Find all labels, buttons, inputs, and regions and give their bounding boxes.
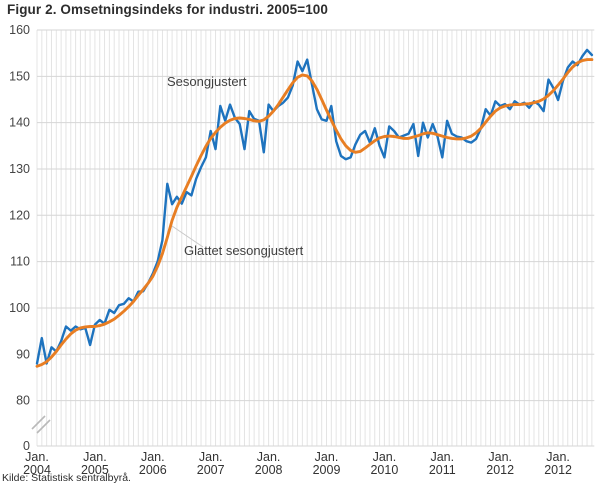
y-axis-tick-label: 90 — [16, 347, 30, 361]
x-axis-tick-label-year: 2012 — [486, 463, 514, 477]
series-line-glattet-sesongjustert — [35, 58, 594, 368]
y-axis-tick-label: 110 — [10, 255, 30, 269]
x-axis-tick-label-month: Jan. — [430, 450, 454, 464]
annotation-glattet-sesongjustert: Glattet sesongjustert — [184, 243, 304, 258]
x-axis-tick-label-year: 2005 — [81, 463, 109, 477]
x-axis-tick-label-month: Jan. — [546, 450, 570, 464]
x-axis-tick-label-month: Jan. — [488, 450, 512, 464]
chart-title: Figur 2. Omsetningsindeks for industri. … — [7, 2, 329, 17]
x-axis-tick-label-month: Jan. — [315, 450, 339, 464]
y-axis-tick-label: 80 — [16, 394, 30, 408]
x-axis-tick-label-year: 2006 — [139, 463, 167, 477]
x-axis-tick-label-year: 2008 — [255, 463, 283, 477]
annotation-callout-line — [171, 225, 204, 248]
y-axis-tick-label: 0 — [23, 439, 30, 453]
x-axis-tick-label-year: 2009 — [313, 463, 341, 477]
x-axis-tick-label-year: 2010 — [370, 463, 398, 477]
x-axis-tick-label-month: Jan. — [141, 450, 165, 464]
x-axis-tick-label-year: 2012 — [544, 463, 572, 477]
y-axis-tick-label: 140 — [9, 116, 30, 130]
y-axis-tick-label: 120 — [9, 208, 30, 222]
axis-break-icon — [31, 415, 46, 430]
annotation-sesongjustert: Sesongjustert — [167, 74, 247, 89]
x-axis-tick-label-month: Jan. — [199, 450, 223, 464]
x-axis-tick-label-month: Jan. — [257, 450, 281, 464]
x-axis-tick-label-month: Jan. — [373, 450, 397, 464]
x-axis-tick-label-month: Jan. — [83, 450, 107, 464]
x-axis-tick-label-year: 2007 — [197, 463, 225, 477]
source-note: Kilde: Statistisk sentralbyrå. — [2, 472, 131, 484]
y-axis-tick-label: 130 — [9, 162, 30, 176]
x-axis-tick-label-year: 2004 — [23, 463, 51, 477]
x-axis-tick-label-year: 2011 — [429, 463, 456, 477]
axis-break-icon — [36, 419, 51, 434]
y-axis-tick-label: 160 — [9, 23, 30, 37]
series-line-sesongjustert — [35, 48, 594, 365]
y-axis-tick-label: 100 — [9, 301, 30, 315]
y-axis-tick-label: 150 — [9, 69, 30, 83]
x-axis-tick-label-month: Jan. — [25, 450, 49, 464]
